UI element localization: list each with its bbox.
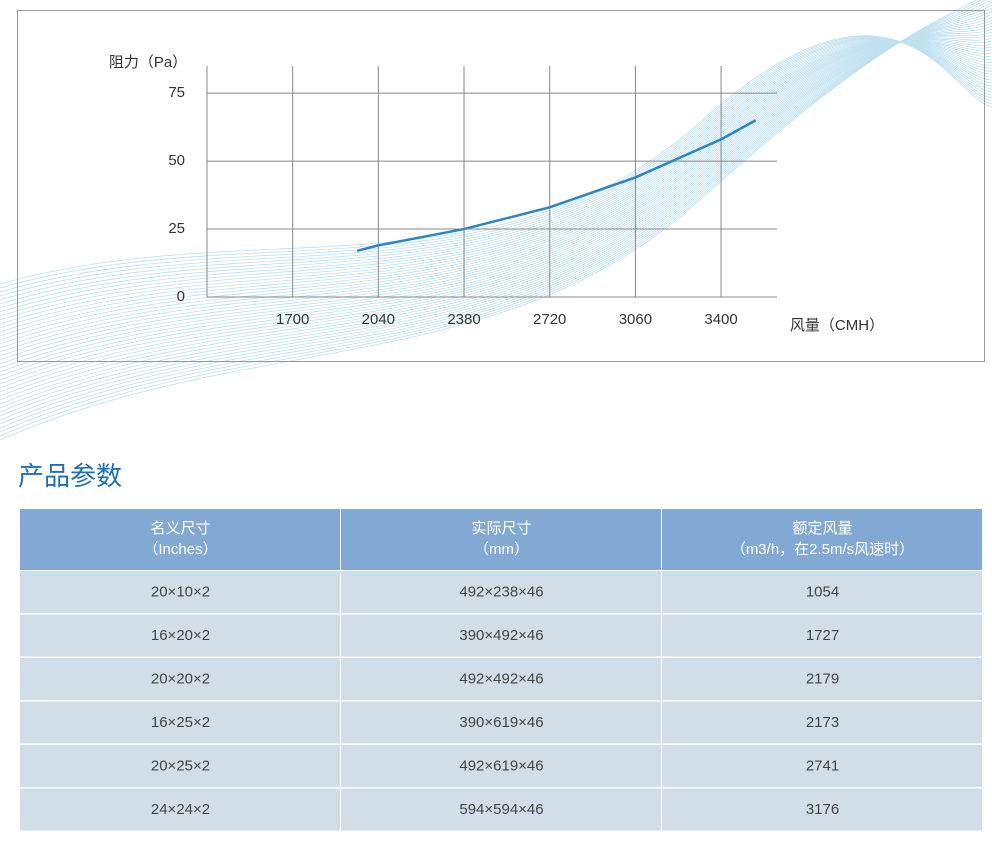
table-cell: [341, 745, 661, 787]
table-cell: [341, 658, 661, 700]
cell-text: 390×492×46: [459, 627, 543, 644]
cell-text: 20×20×2: [151, 671, 210, 688]
header-text: 额定风量: [792, 520, 852, 537]
table-cell: [20, 614, 340, 657]
table-cell: [662, 788, 982, 831]
header-text: （mm）: [474, 541, 529, 558]
table-cell: [662, 658, 982, 700]
cell-text: 3176: [806, 801, 839, 818]
x-tick-label: 2380: [447, 311, 480, 328]
cell-text: 16×20×2: [151, 627, 210, 644]
cell-text: 492×492×46: [459, 671, 543, 688]
header-cell: [341, 509, 661, 570]
table: 名义尺寸 （Inches） 实际尺寸 （mm） 额定风量 （m3/h，在2.5m/s风速时…: [20, 509, 982, 831]
data-line: [356, 119, 757, 253]
header-text: 实际尺寸: [471, 520, 531, 537]
table-cell: [20, 745, 340, 787]
header-text: （Inches）: [143, 541, 217, 558]
cell-text: 492×238×46: [459, 584, 543, 601]
table-cell: [341, 788, 661, 831]
header-cell: [20, 509, 340, 570]
x-axis-label: 风量（CMH）: [790, 317, 884, 334]
cell-text: 1727: [806, 627, 839, 644]
cell-text: 594×594×46: [459, 801, 543, 818]
table-cell: [20, 571, 340, 613]
cell-text: 2179: [806, 671, 839, 688]
table-cell: [662, 701, 982, 744]
table-cell: [662, 614, 982, 657]
table-cell: [341, 571, 661, 613]
table-cell: [20, 701, 340, 744]
cell-text: 390×619×46: [459, 714, 543, 731]
cell-text: 16×25×2: [151, 714, 210, 731]
x-tick-label: 2040: [362, 311, 395, 328]
y-tick-label: 25: [168, 220, 185, 237]
cell-text: 20×10×2: [151, 584, 210, 601]
header-text: 名义尺寸: [150, 520, 210, 537]
table-cell: [20, 658, 340, 700]
table-cell: [662, 571, 982, 613]
table-cell: [662, 745, 982, 787]
section-title: 产品参数: [18, 461, 122, 491]
y-tick-label: 0: [177, 288, 185, 305]
cell-text: 2173: [806, 714, 839, 731]
table-cell: [341, 614, 661, 657]
header-cell: [662, 509, 982, 570]
cell-text: 20×25×2: [151, 758, 210, 775]
y-axis-label: 阻力（Pa）: [109, 54, 187, 71]
x-tick-label: 3400: [704, 311, 737, 328]
x-tick-label: 2720: [533, 311, 566, 328]
y-tick-label: 75: [168, 84, 185, 101]
x-tick-label: 1700: [276, 311, 309, 328]
cell-text: 2741: [806, 758, 839, 775]
table-cell: [341, 701, 661, 744]
cell-text: 1054: [806, 584, 839, 601]
table-cell: [20, 788, 340, 831]
header-text: （m3/h，在2.5m/s风速时）: [731, 541, 914, 558]
x-tick-label: 3060: [619, 311, 652, 328]
cell-text: 24×24×2: [151, 801, 210, 818]
cell-text: 492×619×46: [459, 758, 543, 775]
chart-frame: [17, 10, 985, 362]
y-tick-label: 50: [168, 152, 185, 169]
